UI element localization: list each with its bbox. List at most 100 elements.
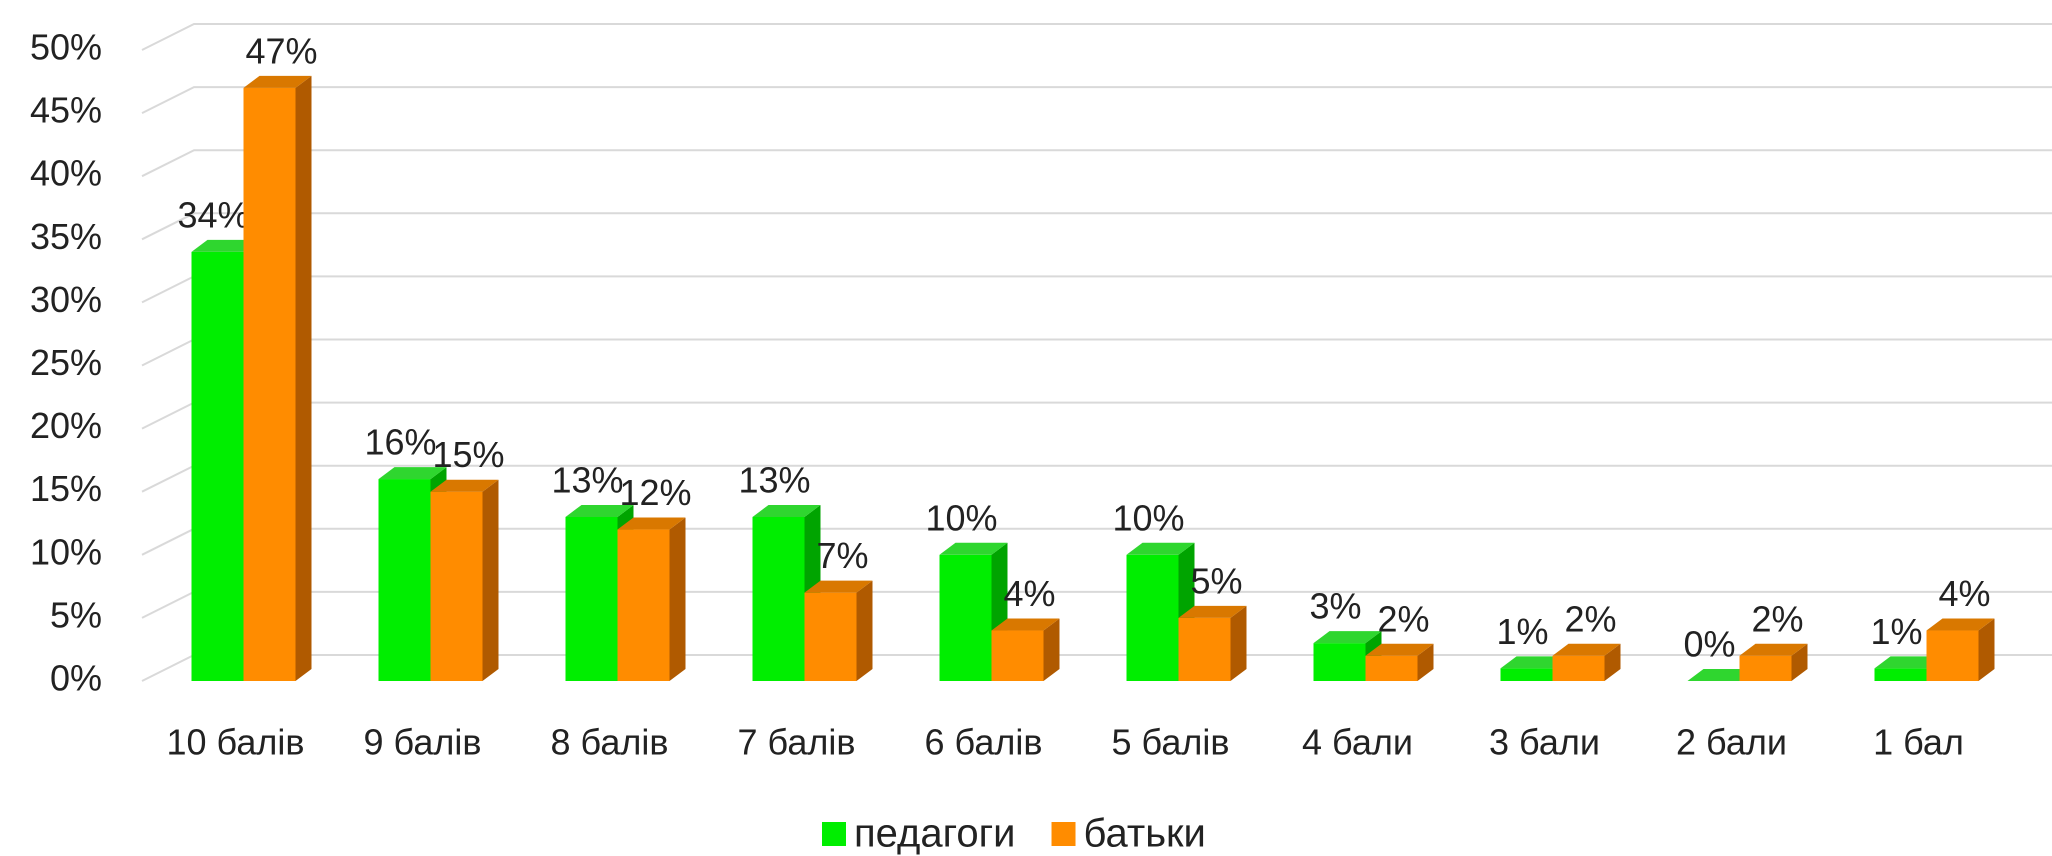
bar-top: [565, 504, 634, 517]
bar-top: [1687, 669, 1756, 681]
grid-line: [141, 338, 2052, 367]
bar: [939, 542, 1008, 681]
bar-top: [1365, 643, 1434, 656]
bar: [243, 75, 312, 682]
bar-top: [1926, 618, 1995, 631]
legend-label: батьки: [1084, 812, 1206, 856]
bar-top: [430, 479, 499, 492]
data-label: 12%: [619, 472, 691, 513]
bar: [1178, 605, 1247, 681]
bar-front: [804, 592, 857, 681]
bar-side: [1791, 643, 1808, 681]
bar-top: [939, 542, 1008, 555]
x-tick-label: 7 балів: [738, 722, 856, 763]
y-tick-label: 40%: [30, 153, 102, 194]
bar: [430, 479, 499, 681]
x-tick-label: 1 бал: [1873, 722, 1964, 763]
y-tick-label: 15%: [30, 468, 102, 509]
data-label: 1%: [1870, 611, 1922, 652]
bar-front: [1739, 655, 1792, 681]
data-label: 13%: [738, 459, 810, 500]
x-tick-label: 3 бали: [1489, 722, 1600, 763]
data-label: 15%: [432, 434, 504, 475]
data-label: 16%: [364, 422, 436, 463]
data-label: 2%: [1377, 598, 1429, 639]
bar-front: [191, 251, 244, 682]
data-label: 47%: [245, 30, 317, 71]
data-label: 5%: [1190, 560, 1242, 601]
bar-front: [1552, 655, 1605, 681]
bar-top: [1874, 656, 1943, 669]
bar-front: [1926, 630, 1979, 681]
x-tick-label: 9 балів: [364, 722, 482, 763]
bar: [1739, 643, 1808, 681]
grid-line: [141, 212, 2052, 241]
bar: [804, 580, 873, 681]
y-tick-label: 45%: [30, 90, 102, 131]
grid-line: [141, 149, 2052, 178]
legend-label: педагоги: [854, 812, 1016, 856]
bar-side: [482, 479, 499, 681]
data-label: 2%: [1751, 598, 1803, 639]
data-label: 10%: [925, 497, 997, 538]
bar-front: [1500, 668, 1553, 681]
bar: [1926, 618, 1995, 681]
bar: [1552, 643, 1621, 681]
bar-top: [617, 517, 686, 530]
bar-front: [430, 491, 483, 681]
bar-side: [1417, 643, 1434, 681]
data-label: 7%: [816, 535, 868, 576]
grid-line: [141, 23, 2052, 51]
bar-top: [991, 618, 1060, 631]
bar-top: [1552, 643, 1621, 656]
bar-top: [378, 467, 447, 480]
bar-side: [669, 517, 686, 681]
x-tick-label: 10 балів: [167, 722, 305, 763]
x-tick-label: 8 балів: [551, 722, 669, 763]
bar-front: [565, 516, 618, 681]
bar: [991, 618, 1060, 681]
x-tick-label: 5 балів: [1112, 722, 1230, 763]
bar-front: [1365, 655, 1418, 681]
data-label: 10%: [1112, 497, 1184, 538]
bar-front: [1178, 617, 1231, 681]
bar-top: [191, 239, 260, 252]
y-tick-label: 20%: [30, 405, 102, 446]
x-tick-label: 2 бали: [1676, 722, 1787, 763]
grid-line: [141, 275, 2052, 304]
bar-top: [1500, 656, 1569, 669]
data-label: 3%: [1309, 586, 1361, 627]
data-label: 13%: [551, 459, 623, 500]
bar-front: [752, 516, 805, 681]
data-label: 2%: [1564, 598, 1616, 639]
legend-swatch: [822, 822, 846, 846]
y-tick-label: 50%: [30, 27, 102, 68]
data-label: 1%: [1496, 611, 1548, 652]
bar-front: [1874, 668, 1927, 681]
data-label: 0%: [1683, 624, 1735, 665]
y-tick-label: 35%: [30, 216, 102, 257]
y-tick-label: 10%: [30, 531, 102, 572]
y-tick-label: 5%: [50, 594, 102, 635]
bar-front: [939, 554, 992, 681]
bar-side: [295, 75, 312, 682]
x-tick-label: 6 балів: [925, 722, 1043, 763]
bar: [617, 517, 686, 681]
y-tick-label: 25%: [30, 342, 102, 383]
y-tick-label: 0%: [50, 658, 102, 699]
data-label: 4%: [1938, 573, 1990, 614]
bar-top: [1126, 542, 1195, 555]
legend-swatch: [1051, 822, 1076, 846]
bar: [1365, 643, 1434, 681]
bar-top: [1739, 643, 1808, 656]
bar-side: [1978, 618, 1995, 681]
bar-side: [1043, 618, 1060, 681]
bar-top: [1313, 631, 1382, 644]
bar-front: [1313, 643, 1366, 681]
y-tick-label: 30%: [30, 279, 102, 320]
bar-front: [617, 529, 670, 681]
data-label: 34%: [177, 194, 249, 235]
bar-front: [243, 87, 296, 682]
x-tick-label: 4 бали: [1302, 722, 1413, 763]
bar-side: [856, 580, 873, 681]
